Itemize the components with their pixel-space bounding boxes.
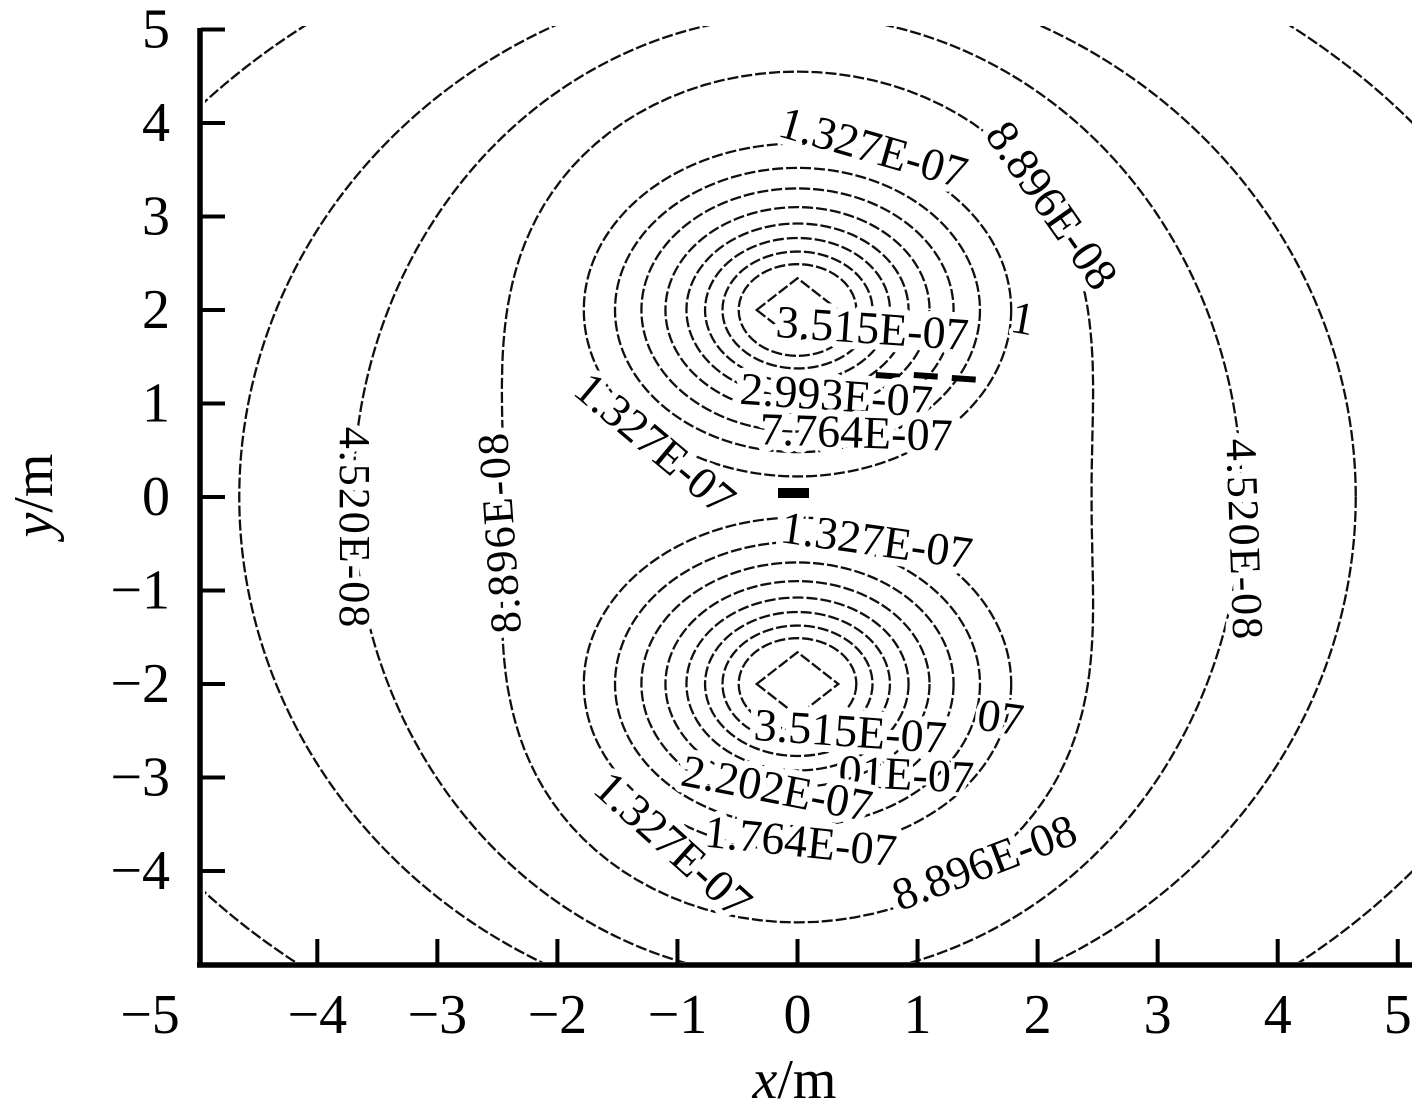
x-tick-label: −1 bbox=[648, 984, 708, 1046]
contour-level-label: 01E-07 bbox=[837, 745, 975, 803]
lobe-contour bbox=[582, 516, 1013, 852]
lobe-contour bbox=[721, 624, 874, 744]
occluded-label-minus-fragment bbox=[778, 488, 809, 498]
occluded-label-fragment bbox=[837, 374, 862, 383]
contour-level-label: 1 bbox=[1007, 291, 1039, 345]
lobe-contour bbox=[685, 222, 910, 398]
innermost-diamond-contour bbox=[754, 276, 841, 344]
contour-lines bbox=[205, 26, 1412, 962]
x-tick-label: 2 bbox=[1024, 984, 1052, 1046]
y-tick-label: 3 bbox=[142, 186, 170, 248]
x-tick-label: −2 bbox=[528, 984, 588, 1046]
contour-level-label: 4.520E-08 bbox=[1216, 438, 1272, 642]
x-axis-title: x/m bbox=[752, 1049, 837, 1111]
innermost-diamond-contour bbox=[754, 650, 841, 718]
y-tick-label: 4 bbox=[142, 92, 170, 154]
contour-level-label: 3.515E-07 bbox=[774, 296, 970, 360]
y-tick-label: 5 bbox=[142, 0, 170, 61]
lobe-contour bbox=[703, 236, 892, 384]
contour-level-label: 7.764E-07 bbox=[759, 403, 954, 461]
y-tick-label: −2 bbox=[110, 653, 170, 715]
y-tick-label: 1 bbox=[142, 373, 170, 435]
lobe-contour bbox=[703, 610, 892, 758]
x-tick-label: 0 bbox=[784, 984, 812, 1046]
lobe-contour bbox=[582, 142, 1013, 478]
contour-level-label: 1.327E-07 bbox=[565, 362, 746, 525]
occluded-label-fragment bbox=[951, 375, 976, 383]
y-tick-label: −1 bbox=[110, 560, 170, 622]
outer-contour bbox=[238, 26, 1357, 962]
lobe-contour bbox=[685, 596, 910, 772]
outer-contour bbox=[205, 26, 1412, 962]
occluded-label-fragment bbox=[913, 372, 938, 380]
peanut-contour bbox=[500, 70, 1095, 924]
contour-level-label: 1.327E-07 bbox=[774, 96, 974, 198]
lobe-contour bbox=[737, 263, 858, 357]
outer-contour bbox=[352, 26, 1243, 962]
y-tick-label: 0 bbox=[142, 466, 170, 528]
x-tick-label: −3 bbox=[408, 984, 468, 1046]
contour-level-label: 8.896E-08 bbox=[885, 804, 1083, 921]
x-tick-label: −5 bbox=[120, 984, 180, 1046]
x-tick-label: 4 bbox=[1264, 984, 1292, 1046]
x-tick-label: 3 bbox=[1144, 984, 1172, 1046]
contour-level-label: 8.896E-08 bbox=[468, 430, 531, 635]
y-axis-title: y/m bbox=[3, 454, 65, 543]
contour-level-label: 4.520E-08 bbox=[330, 427, 379, 630]
lobe-contour bbox=[613, 166, 982, 454]
contour-level-label: 8.896E-08 bbox=[976, 112, 1128, 299]
x-tick-label: 1 bbox=[904, 984, 932, 1046]
y-tick-label: 2 bbox=[142, 279, 170, 341]
occluded-label-fragment bbox=[875, 372, 900, 380]
lobe-contour bbox=[640, 561, 955, 807]
lobe-contour bbox=[664, 205, 931, 414]
occluded-label-fragment bbox=[799, 379, 824, 387]
x-tick-label: 5 bbox=[1384, 984, 1412, 1046]
x-tick-label: −4 bbox=[288, 984, 348, 1046]
lobe-contour bbox=[640, 187, 955, 433]
lobe-contour bbox=[664, 580, 931, 789]
lobe-contour bbox=[613, 540, 982, 828]
lobe-contour bbox=[737, 637, 858, 731]
axes: −5 −4 −3 −2 −1 0 1 2 3 4 5 5 4 3 2 1 0 −1 −2 −3 −4 x/m y/m bbox=[3, 0, 1412, 1111]
lobe-contour bbox=[721, 250, 874, 370]
y-tick-label: −3 bbox=[110, 747, 170, 809]
contour-level-label: 07 bbox=[974, 689, 1027, 746]
contour-level-label: 1.327E-07 bbox=[778, 501, 976, 578]
y-tick-label: −4 bbox=[110, 840, 170, 902]
